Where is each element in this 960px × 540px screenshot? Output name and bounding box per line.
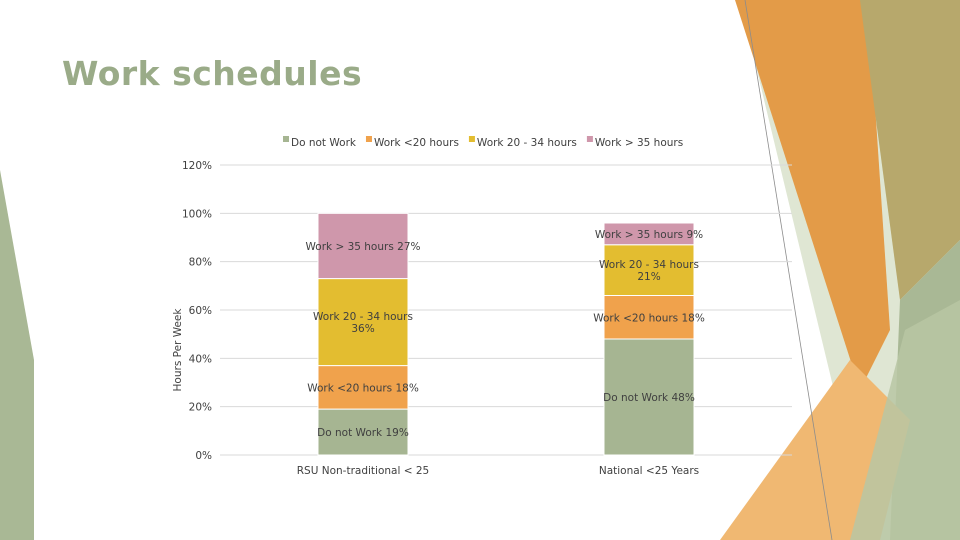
legend-label: Work > 35 hours (595, 137, 683, 149)
data-label: Work > 35 hours 9% (595, 229, 703, 241)
legend-swatch (283, 136, 289, 142)
bar-segment (603, 295, 695, 340)
x-tick-label: National <25 Years (599, 465, 699, 477)
y-tick-label: 100% (182, 208, 212, 220)
x-axis-tick-labels: RSU Non-traditional < 25 National <25 Yea… (297, 465, 699, 477)
right-thin-line (744, 0, 833, 540)
legend-label: Do not Work (291, 137, 357, 149)
data-label: Do not Work 19% (317, 427, 409, 439)
data-label: Work 20 - 34 hours 21% (599, 259, 699, 283)
legend-swatch (468, 136, 475, 142)
legend-swatch (365, 136, 372, 142)
data-label: Work <20 hours 18% (307, 382, 419, 394)
gridlines (220, 164, 792, 456)
y-tick-label: 60% (189, 305, 212, 317)
bar-segment (603, 222, 695, 246)
y-tick-label: 40% (189, 353, 212, 365)
data-label: Work <20 hours 18% (593, 312, 705, 324)
left-accent-shape (0, 170, 34, 540)
y-tick-label: 0% (195, 450, 212, 462)
legend-swatch (586, 136, 593, 142)
y-axis-tick-labels: 0% 20% 40% 60% 80% 100% 120% (182, 160, 212, 462)
slide-title: Work schedules (62, 54, 363, 93)
data-label: Do not Work 48% (603, 392, 695, 404)
data-label: Work 20 - 34 hours 36% (313, 311, 413, 335)
legend: Do not Work Work <20 hours Work 20 - 34 ho… (283, 136, 683, 149)
y-axis-label: Hours Per Week (172, 308, 184, 392)
right-sage-shape (850, 300, 960, 540)
y-tick-label: 120% (182, 160, 212, 172)
legend-label: Work 20 - 34 hours (477, 137, 577, 149)
bar-segment (603, 338, 695, 456)
data-labels: Do not Work 19% Work <20 hours 18% Work 20… (306, 229, 705, 439)
bar-segment (317, 278, 409, 367)
right-tan-shape (860, 0, 960, 300)
y-tick-label: 20% (189, 402, 212, 414)
bars (317, 212, 695, 456)
x-tick-label: RSU Non-traditional < 25 (297, 465, 429, 477)
right-orange-shape (735, 0, 890, 390)
bar-segment (317, 212, 409, 280)
legend-label: Work <20 hours (374, 137, 459, 149)
data-label: Work > 35 hours 27% (306, 241, 421, 253)
y-tick-label: 80% (189, 257, 212, 269)
